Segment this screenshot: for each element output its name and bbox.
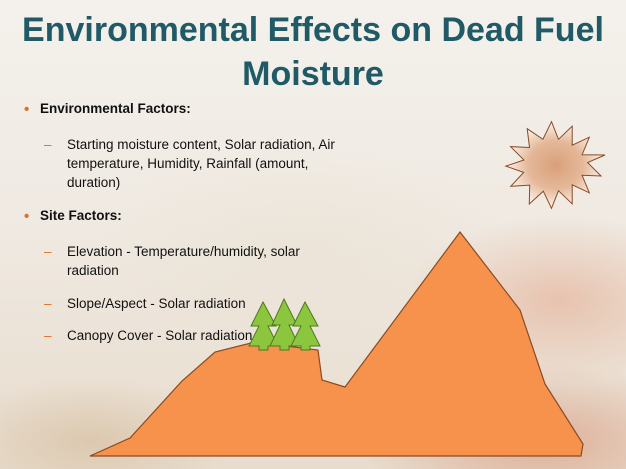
dash-icon: – xyxy=(44,137,52,152)
bullet-dot-icon: • xyxy=(24,101,30,118)
pine-tree-icon xyxy=(269,297,300,351)
subitem-canopy-cover: – Canopy Cover - Solar radiation xyxy=(44,326,253,345)
sun-burst-icon xyxy=(504,120,606,210)
subitem-line: duration) xyxy=(67,175,121,190)
subitem-slope-aspect: – Slope/Aspect - Solar radiation xyxy=(44,294,246,313)
subitem-line: Starting moisture content, Solar radiati… xyxy=(67,137,335,152)
subitem-elevation: – Elevation - Temperature/humidity, sola… xyxy=(44,242,300,280)
pine-tree-icon xyxy=(290,300,321,351)
subitem-line: Elevation - Temperature/humidity, solar xyxy=(67,244,300,259)
trees-group xyxy=(248,297,321,351)
title-line-1: Environmental Effects on Dead Fuel xyxy=(22,11,604,49)
subitem-line: Canopy Cover - Solar radiation xyxy=(67,328,253,343)
title-line-2: Moisture xyxy=(242,55,384,93)
pine-tree-icon xyxy=(248,300,279,351)
bullet-dot-icon: • xyxy=(24,208,30,225)
subitem-line: Slope/Aspect - Solar radiation xyxy=(67,296,246,311)
dash-icon: – xyxy=(44,244,52,259)
dash-icon: – xyxy=(44,328,52,343)
bullet-environmental-factors: • Environmental Factors: xyxy=(24,101,191,118)
subitem-environmental: – Starting moisture content, Solar radia… xyxy=(44,135,335,192)
dash-icon: – xyxy=(44,296,52,311)
bullet-site-factors: • Site Factors: xyxy=(24,208,122,225)
slide-title: Environmental Effects on Dead Fuel Moist… xyxy=(0,8,626,96)
bullet-label: Site Factors: xyxy=(40,208,122,223)
bullet-label: Environmental Factors: xyxy=(40,101,191,116)
subitem-line: radiation xyxy=(67,263,119,278)
subitem-line: temperature, Humidity, Rainfall (amount, xyxy=(67,156,309,171)
mountain-shape xyxy=(89,231,584,457)
